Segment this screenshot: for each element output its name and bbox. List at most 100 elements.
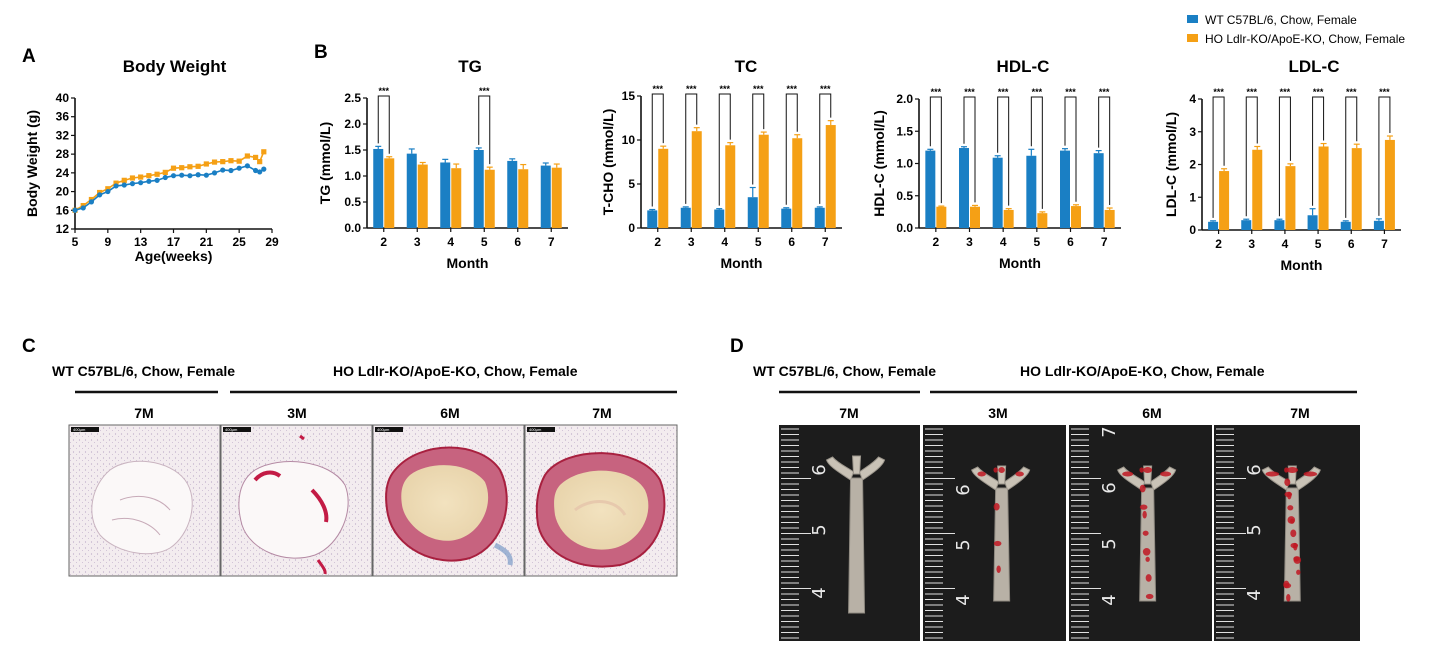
bar-wt [1208,221,1219,230]
panel-d-aorta: WT C57BL/6, Chow, Female HO Ldlr-KO/ApoE… [753,363,1360,641]
panel-c-group-wt: WT C57BL/6, Chow, Female [52,363,235,379]
data-point-ho [170,165,177,171]
data-point-ho [244,153,250,159]
y-tick-label: 24 [56,166,70,180]
significance-label: *** [786,84,797,94]
significance-label: *** [1313,87,1324,97]
bar-wt [925,150,936,228]
plaque-lesion [1293,542,1298,551]
y-tick-label: 2.0 [896,92,913,106]
y-tick-label: 0 [628,221,635,235]
y-axis-label: Body Weight (g) [24,110,40,217]
data-point-ho [105,186,111,192]
significance-bracket [997,96,1010,206]
significance-bracket [1064,96,1077,202]
bar-wt [1274,220,1285,230]
panel-letter-c: C [22,336,36,357]
scale-bar-2: 400μm [225,427,238,432]
bar-ho [1318,146,1329,230]
significance-label: *** [998,87,1009,97]
bar-ho [658,148,669,228]
plaque-lesion [977,471,986,477]
chart-title: HDL-C [997,57,1050,76]
x-tick-label: 2 [1215,237,1222,251]
plaque-lesion [993,502,1000,511]
plaque-lesion [1287,505,1294,511]
significance-bracket [819,93,832,204]
plaque-lesion [1145,593,1154,600]
x-tick-label: 5 [755,235,762,249]
bar-wt [507,160,518,228]
significance-bracket [1278,96,1291,217]
y-axis-label: HDL-C (mmol/L) [871,110,887,217]
data-point-ho [203,161,209,167]
x-tick-label: 5 [481,235,488,249]
significance-bracket [718,93,731,206]
plaque-lesion [1293,556,1302,564]
x-tick-label: 7 [822,235,829,249]
tc-bar-chart: TC 0 5 10 15 2 *** 3 *** 4 *** 5 *** 6 *** 7 *** Month T-C… [600,57,842,271]
plaque-lesion [993,467,998,473]
bar-ho [758,134,769,228]
bar-ho [518,169,529,228]
data-point-ho [257,159,263,165]
x-tick-label: 4 [1000,235,1007,249]
ruler-number: 5 [1244,524,1265,535]
plaque-lesion [1139,484,1146,493]
significance-bracket [1030,96,1043,209]
ruler-number: 6 [953,484,974,495]
y-tick-label: 1.5 [896,124,913,138]
significance-bracket [1245,96,1258,217]
y-tick-label: 16 [56,203,70,217]
bar-ho [792,138,803,228]
plaque-lesion [1290,529,1297,538]
legend-label-wt: WT C57BL/6, Chow, Female [1205,13,1357,27]
x-tick-label: 3 [1248,237,1255,251]
y-tick-label: 4 [1189,92,1196,106]
x-tick-label: 9 [104,235,111,249]
significance-bracket [1312,96,1325,206]
bar-ho [1351,148,1362,230]
aorta-arch-left [825,456,855,481]
plaque-lesion [1283,583,1292,589]
ruler-number: 4 [953,594,974,605]
bar-wt [814,207,825,228]
x-axis-label: Age(weeks) [135,248,213,264]
data-point-ho [211,159,218,165]
data-point-wt [261,166,267,172]
bar-ho [1037,213,1048,228]
x-tick-label: 4 [721,235,728,249]
bar-wt [1307,215,1318,230]
ruler-number: 6 [809,464,830,475]
x-tick-label: 6 [788,235,795,249]
chart-title: TC [735,57,758,76]
bar-ho [1104,209,1115,228]
panel-letter-d: D [730,336,744,357]
y-tick-label: 1.0 [896,157,913,171]
significance-label: *** [378,86,389,96]
bar-wt [373,148,384,228]
data-point-ho [121,177,127,183]
bar-wt [473,150,484,228]
significance-label: *** [1280,87,1291,97]
significance-bracket [478,95,491,165]
tg-bar-chart: TG 0.0 0.5 1.0 1.5 2.0 2.5 2 *** 3 4 5 *** 6 7 Month TG … [317,57,568,271]
x-tick-label: 25 [232,235,246,249]
data-point-wt [203,172,209,178]
plaque-lesion [1286,467,1299,473]
significance-bracket [929,96,942,204]
ruler-number: 7 [1099,426,1120,437]
panel-d-col-4: 7M [1290,405,1309,421]
y-tick-label: 28 [56,147,70,161]
aorta-photo-3: 7 6 5 4 [1069,425,1212,641]
data-point-wt [121,182,127,188]
bar-ho [970,206,980,228]
plaque-lesion [1296,569,1301,575]
ruler-number: 5 [953,539,974,550]
ruler-number: 4 [1244,589,1265,600]
bar-ho [691,131,702,228]
panel-letter-b: B [314,42,328,63]
significance-bracket [377,95,390,154]
x-tick-label: 4 [1282,237,1289,251]
plaque-lesion [1286,594,1291,602]
